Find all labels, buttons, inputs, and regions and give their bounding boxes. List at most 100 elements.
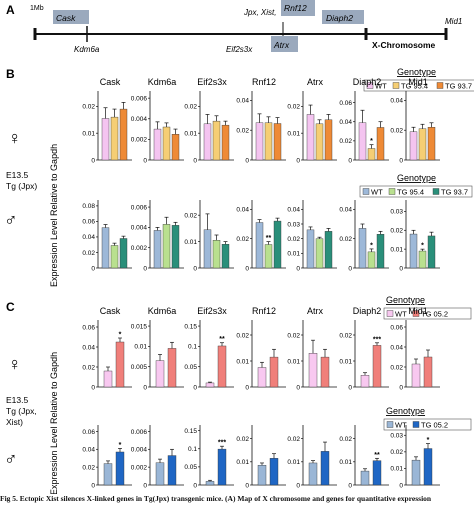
significance-marker: * [370,138,373,145]
chart-title: Diaph2 [353,77,382,87]
genotype-title-c-male: Genotype [386,406,425,416]
y-tick-label: 0 [193,482,197,489]
bar [119,108,128,161]
y-axis-title-c: Expression Level Relative to Gapdh [49,352,59,494]
bar-chart: 0 0.01 0.02 Cask [82,77,132,164]
y-tick-label: 0.15 [184,323,197,330]
condition-b-line2: Tg (Jpx) [6,181,37,191]
chart-title: Rnf12 [252,77,276,87]
bar [110,245,119,269]
bar [376,234,385,269]
legend-label: TG 95.4 [401,82,428,91]
y-tick-label: 0.02 [390,364,403,371]
bar [153,230,162,269]
bar-chart: 0 0.02 0.04 0.06 0.08 [82,200,132,272]
y-tick-label: 0.01 [390,246,403,253]
y-tick-label: 0.06 [390,324,403,331]
y-tick-label: 0.01 [82,131,95,138]
bar [427,127,436,161]
bar [367,148,376,161]
bar [376,127,385,161]
bar-chart: 0 0.01 0.02 [287,425,337,489]
legend-swatch [366,82,374,89]
map-gene-cask: Cask [56,13,76,23]
significance-marker: * [370,242,373,249]
bar [162,126,171,161]
bar [255,122,264,161]
y-tick-label: 0 [348,265,352,272]
y-tick-label: 0.04 [390,98,403,105]
legend-swatch [392,82,400,89]
bar [203,229,212,269]
bar [101,118,110,161]
y-tick-label: 0.02 [287,236,300,243]
bar [101,227,110,269]
bar-chart: 0 0.01 0.02 [236,425,286,489]
bar [203,123,212,161]
y-tick-label: 0.03 [287,221,300,228]
bar [162,224,171,269]
y-tick-label: 0 [91,482,95,489]
significance-marker: * [119,332,122,339]
bar [155,462,165,486]
bar-chart: 0 0.02 0.04 0.06 Cask * [82,306,132,391]
y-tick-label: 0 [91,384,95,391]
y-tick-label: 0 [245,265,249,272]
chart-title: Eif2s3x [197,306,227,316]
condition-c-line2: Tg (Jpx, [6,406,37,416]
legend-swatch [412,310,420,317]
y-tick-label: 0 [91,265,95,272]
bar [205,481,215,486]
panel-label-a: A [6,3,15,17]
bar-chart: 0 0.01 0.02 ** [339,425,389,489]
bar-chart: 0 0.01 0.02 [184,200,234,272]
bar [255,222,264,269]
y-tick-label: 0 [399,384,403,391]
y-tick-label: 0 [245,482,249,489]
significance-marker: ** [374,452,380,459]
y-tick-label: 0.04 [82,234,95,241]
panel-label-b: B [6,67,15,81]
panel-b-labels: B Genotype Genotype ♀ ♂ E13.5 Tg (Jpx) E… [4,67,436,287]
legend-label: WT [395,421,407,430]
significance-marker: * [427,437,430,444]
map-gene-jpx-xist: Jpx, Xist, [243,8,276,17]
significance-marker: * [421,243,424,250]
chromosome-label: X-Chromosome [372,40,436,50]
legend-box [383,418,472,431]
bar [423,448,433,486]
bar [264,122,273,161]
bar [212,120,221,161]
legend-swatch [386,421,394,428]
bar [411,459,421,486]
y-tick-label: 0 [91,157,95,164]
y-tick-label: 0.006 [131,429,148,436]
y-tick-label: 0.04 [287,207,300,214]
legend-swatch [362,188,370,195]
bar [427,235,436,269]
y-tick-label: 0.02 [82,464,95,471]
male-symbol-b: ♂ [4,210,18,230]
y-tick-label: 0.08 [82,203,95,210]
y-tick-label: 0.005 [131,364,148,371]
y-tick-label: 0.02 [339,436,352,443]
legend-c-female: WT TG 05.2 [383,307,472,320]
bar [171,134,180,161]
chart-title: Eif2s3x [197,77,227,87]
bar-chart: 0 0.02 0.04 0.06 Mid1 [390,306,440,391]
y-tick-label: 0.002 [131,137,148,144]
bar-chart: 0 0.01 0.02 Eif2s3x [184,77,234,164]
y-tick-label: 0.02 [236,128,249,135]
y-tick-label: 0.02 [82,250,95,257]
bar [257,465,267,486]
y-tick-label: 0.004 [131,225,148,232]
bar [418,128,427,161]
y-tick-label: 0.06 [82,429,95,436]
y-tick-label: 0.004 [131,116,148,123]
y-tick-label: 0.04 [236,98,249,105]
bar-chart: 0 0.02 0.04 Rnf12 [236,77,286,164]
chart-title: Diaph2 [353,306,382,316]
y-tick-label: 0.02 [236,436,249,443]
bar [409,131,418,161]
